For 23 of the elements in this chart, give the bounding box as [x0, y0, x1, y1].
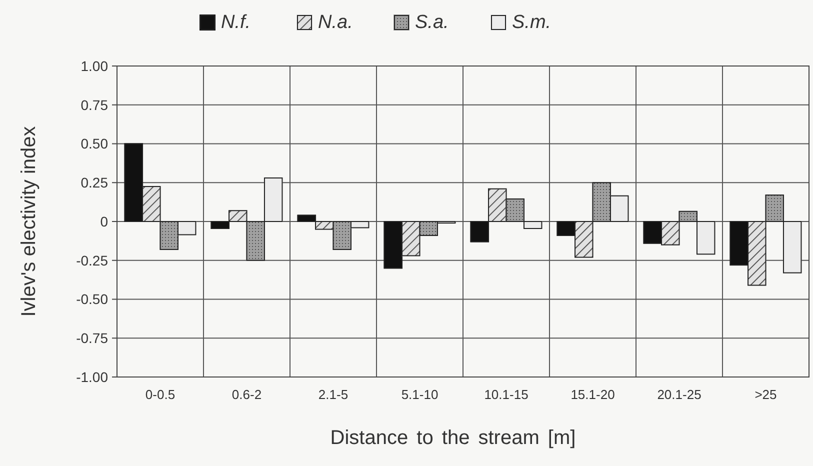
- x-tick-label: 2.1-5: [318, 387, 348, 402]
- legend-label: N.f.: [221, 12, 251, 33]
- x-tick-label: 0.6-2: [232, 387, 262, 402]
- x-tick-label: 5.1-10: [401, 387, 438, 402]
- y-tick-label: -0.75: [76, 330, 108, 346]
- y-tick-label: -1.00: [76, 368, 108, 385]
- y-tick-label: 0.75: [80, 96, 108, 113]
- x-tick-label: 10.1-15: [484, 387, 528, 402]
- x-tick-label: >25: [754, 387, 777, 402]
- y-tick-label: 0.25: [80, 174, 108, 191]
- y-tick-label: 1.00: [80, 58, 108, 74]
- x-axis-title: Distance to the stream [m]: [330, 427, 576, 449]
- x-tick-label: 15.1-20: [570, 387, 615, 402]
- legend-label: S.a.: [415, 12, 449, 33]
- y-tick-label: 0.50: [80, 136, 108, 152]
- legend-label: N.a.: [318, 12, 353, 33]
- y-axis-title: Ivlev's electivity index: [18, 126, 40, 317]
- x-tick-label: 0-0.5: [145, 387, 176, 402]
- y-tick-label: -0.50: [76, 291, 108, 308]
- y-tick-label: 0: [100, 213, 108, 230]
- x-tick-label: 20.1-25: [657, 387, 702, 402]
- legend-label: S.m.: [512, 12, 552, 33]
- y-tick-label: -0.25: [76, 252, 108, 268]
